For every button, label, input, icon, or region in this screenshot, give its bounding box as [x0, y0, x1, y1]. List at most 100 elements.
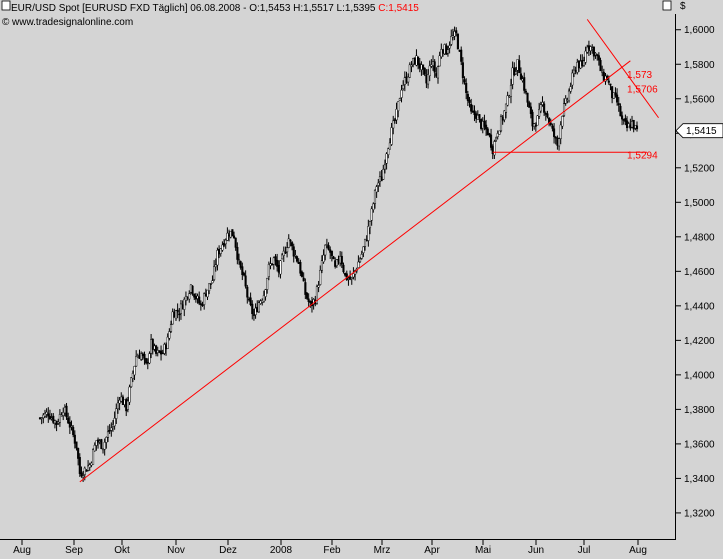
window-buttons[interactable]	[1, 0, 672, 11]
x-axis-ticks: Aug Sep Okt Nov Dez 2008 Feb Mrz Apr Mai Jun Jul Aug	[13, 540, 647, 556]
candle-body	[169, 324, 173, 332]
y-tick-label: 1,3400	[684, 474, 715, 485]
trendlines	[79, 19, 659, 483]
candle-body	[330, 250, 333, 256]
candle-body	[292, 246, 295, 257]
candle-body	[332, 256, 335, 260]
candle-body	[43, 413, 47, 417]
x-tick-label: 2008	[270, 545, 293, 556]
window-button-2[interactable]	[662, 0, 672, 11]
candle-body	[50, 417, 53, 420]
candle-body	[377, 182, 380, 186]
candle-body	[48, 416, 52, 420]
candle-body	[272, 257, 275, 265]
candle-body	[214, 264, 217, 268]
candle-body	[153, 345, 156, 350]
candle-body	[373, 190, 377, 204]
candle-body	[395, 108, 398, 121]
x-tick-label: Dez	[219, 545, 237, 556]
candle-body	[96, 439, 100, 443]
window-button-1[interactable]	[1, 0, 11, 11]
candle-body	[533, 123, 536, 127]
candle-body	[228, 234, 231, 237]
candle-body	[130, 377, 133, 387]
candle-body	[342, 264, 345, 273]
candle-body	[146, 362, 149, 364]
candle-body	[72, 427, 75, 435]
candle-body	[320, 260, 323, 271]
candle-body	[511, 67, 514, 85]
candle-body	[581, 59, 584, 66]
candle-body	[269, 263, 272, 266]
candle-body	[82, 475, 85, 478]
candle-body	[128, 386, 131, 403]
candle-body	[616, 94, 619, 103]
candle-body	[465, 82, 468, 94]
candle-body	[138, 355, 141, 359]
candle-body	[413, 57, 416, 65]
candle-body	[516, 59, 519, 71]
candle-body	[349, 276, 352, 280]
y-tick-label: 1,4600	[684, 267, 715, 278]
candle-body	[480, 118, 483, 129]
candle-body	[561, 116, 564, 127]
candle-body	[473, 110, 476, 116]
candle-body	[309, 300, 312, 304]
candle-body	[501, 116, 504, 121]
candle-body	[148, 353, 151, 364]
candle-body	[423, 67, 426, 75]
candle-body	[216, 250, 219, 266]
candle-body	[305, 292, 309, 299]
candle-body	[513, 67, 516, 76]
candle-body	[483, 120, 486, 127]
chart-title: EUR/USD Spot [EURUSD FXD Täglich] 06.08.…	[11, 3, 419, 14]
candle-body	[614, 92, 617, 96]
candle-body	[145, 358, 148, 364]
candle-body	[539, 104, 542, 112]
candle-body	[135, 356, 138, 367]
candle-body	[445, 45, 448, 55]
candle-body	[203, 293, 206, 305]
candle-body	[579, 60, 582, 69]
y-tick-label: 1,5200	[684, 163, 715, 174]
candle-body	[549, 122, 552, 125]
candle-body	[496, 133, 499, 138]
candle-body	[286, 247, 289, 253]
candle-body	[529, 106, 532, 114]
candle-body	[179, 303, 183, 314]
candle-body	[45, 411, 48, 415]
candle-body	[67, 417, 70, 424]
candle-body	[256, 306, 259, 312]
candle-body	[47, 413, 50, 417]
candle-body	[161, 352, 164, 355]
candle-body	[455, 30, 458, 34]
candle-body	[335, 259, 338, 266]
candle-body	[252, 314, 255, 316]
y-tick-label: 1,4400	[684, 301, 715, 312]
candle-body	[635, 125, 639, 130]
candle-body	[281, 254, 284, 260]
candle-body	[572, 69, 576, 74]
candle-body	[289, 239, 292, 242]
candle-body	[171, 311, 174, 325]
candle-body	[360, 254, 363, 259]
candle-body	[121, 396, 124, 405]
candle-body	[599, 60, 602, 72]
x-tick-label: Aug	[629, 545, 647, 556]
candle-body	[52, 415, 55, 423]
candle-body	[150, 339, 153, 354]
candle-body	[184, 295, 187, 301]
candle-body	[236, 246, 239, 260]
candle-body	[567, 90, 571, 102]
candle-body	[140, 353, 143, 360]
candle-body	[103, 441, 106, 450]
candle-body	[526, 92, 529, 103]
candle-body	[173, 311, 176, 318]
candle-body	[324, 244, 327, 256]
candle-body	[592, 46, 595, 57]
current-price-marker: 1,5415	[675, 123, 723, 139]
candle-body	[619, 105, 622, 117]
candle-body	[410, 64, 413, 67]
candle-body	[481, 121, 484, 129]
